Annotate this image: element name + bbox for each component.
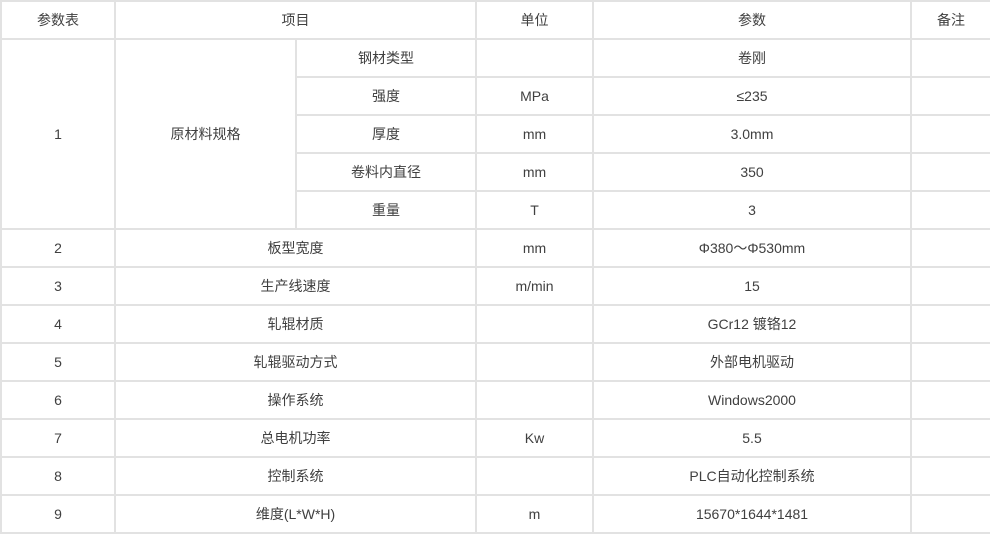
row-index-cell: 7 — [0, 418, 116, 458]
unit-cell: Kw — [475, 418, 594, 458]
header-cell-param-table: 参数表 — [0, 0, 116, 40]
item-cell: 生产线速度 — [114, 266, 477, 306]
header-cell-parameter: 参数 — [592, 0, 912, 40]
table-row: 8 控制系统 PLC自动化控制系统 — [0, 456, 990, 496]
value-cell: 卷刚 — [592, 38, 912, 78]
item-cell: 轧辊材质 — [114, 304, 477, 344]
row-index-cell: 5 — [0, 342, 116, 382]
item-cell: 总电机功率 — [114, 418, 477, 458]
header-cell-item: 项目 — [114, 0, 477, 40]
item-cell: 操作系统 — [114, 380, 477, 420]
unit-cell: T — [475, 190, 594, 230]
row-index-cell: 1 — [0, 38, 116, 230]
unit-cell — [475, 38, 594, 78]
note-cell — [910, 494, 990, 534]
value-cell: Φ380～Φ530mm — [592, 228, 912, 268]
row-index-cell: 8 — [0, 456, 116, 496]
unit-cell — [475, 304, 594, 344]
row-index-cell: 2 — [0, 228, 116, 268]
value-cell: 外部电机驱动 — [592, 342, 912, 382]
note-cell — [910, 304, 990, 344]
table-row: 4 轧辊材质 GCr12 镀铬12 — [0, 304, 990, 344]
header-row: 参数表 项目 单位 参数 备注 — [0, 0, 990, 40]
table-row: 6 操作系统 Windows2000 — [0, 380, 990, 420]
table-row: 1 原材料规格 钢材类型 卷刚 — [0, 38, 990, 230]
unit-cell: mm — [475, 114, 594, 154]
item-cell: 卷料内直径 — [295, 152, 477, 192]
unit-cell — [475, 456, 594, 496]
value-cell: 5.5 — [592, 418, 912, 458]
value-cell: GCr12 镀铬12 — [592, 304, 912, 344]
value-cell: 3 — [592, 190, 912, 230]
table-row: 5 轧辊驱动方式 外部电机驱动 — [0, 342, 990, 382]
item-cell: 钢材类型 — [295, 38, 477, 78]
unit-cell — [475, 342, 594, 382]
unit-cell: m — [475, 494, 594, 534]
value-cell: Windows2000 — [592, 380, 912, 420]
unit-cell: m/min — [475, 266, 594, 306]
value-cell: 15 — [592, 266, 912, 306]
category-cell: 原材料规格 — [114, 38, 297, 230]
table-row: 卷料内直径 mm 350 — [1, 152, 990, 192]
table-row: 重量 T 3 — [1, 190, 990, 230]
item-cell: 板型宽度 — [114, 228, 477, 268]
item-cell: 控制系统 — [114, 456, 477, 496]
table-row: 9 维度(L*W*H) m 15670*1644*1481 — [0, 494, 990, 534]
note-cell — [910, 190, 990, 230]
item-cell: 强度 — [295, 76, 477, 116]
note-cell — [910, 418, 990, 458]
item-cell: 维度(L*W*H) — [114, 494, 477, 534]
note-cell — [910, 456, 990, 496]
row-index-cell: 3 — [0, 266, 116, 306]
value-cell: ≤235 — [592, 76, 912, 116]
value-cell: 15670*1644*1481 — [592, 494, 912, 534]
note-cell — [910, 380, 990, 420]
value-cell: 350 — [592, 152, 912, 192]
table-row: 厚度 mm 3.0mm — [1, 114, 990, 154]
item-cell: 厚度 — [295, 114, 477, 154]
note-cell — [910, 228, 990, 268]
unit-cell: mm — [475, 228, 594, 268]
value-cell: PLC自动化控制系统 — [592, 456, 912, 496]
note-cell — [910, 266, 990, 306]
note-cell — [910, 38, 990, 78]
table-row: 3 生产线速度 m/min 15 — [0, 266, 990, 306]
table-row: 7 总电机功率 Kw 5.5 — [0, 418, 990, 458]
table-row: 强度 MPa ≤235 — [1, 76, 990, 116]
row-index-cell: 9 — [0, 494, 116, 534]
item-cell: 轧辊驱动方式 — [114, 342, 477, 382]
table-row: 2 板型宽度 mm Φ380～Φ530mm — [0, 228, 990, 268]
unit-cell — [475, 380, 594, 420]
note-cell — [910, 76, 990, 116]
unit-cell: MPa — [475, 76, 594, 116]
row-index-cell: 4 — [0, 304, 116, 344]
note-cell — [910, 152, 990, 192]
note-cell — [910, 342, 990, 382]
unit-cell: mm — [475, 152, 594, 192]
item-cell: 重量 — [295, 190, 477, 230]
header-cell-unit: 单位 — [475, 0, 594, 40]
header-cell-note: 备注 — [910, 0, 990, 40]
row-index-cell: 6 — [0, 380, 116, 420]
value-cell: 3.0mm — [592, 114, 912, 154]
note-cell — [910, 114, 990, 154]
